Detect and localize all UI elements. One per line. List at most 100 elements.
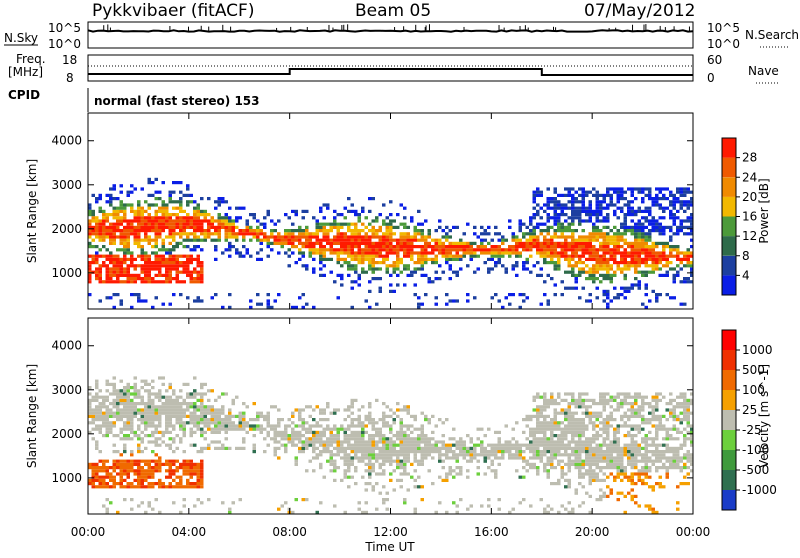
range-gate-cell	[550, 431, 554, 434]
range-gate-cell	[347, 424, 351, 427]
range-gate-cell	[99, 235, 103, 238]
range-gate-cell	[354, 418, 358, 421]
range-gate-cell	[358, 283, 362, 286]
range-gate-cell	[151, 239, 155, 242]
range-gate-cell	[526, 447, 530, 450]
range-gate-cell	[389, 453, 393, 456]
range-gate-cell	[260, 428, 264, 431]
range-gate-cell	[659, 197, 663, 200]
range-gate-cell	[519, 226, 523, 229]
range-gate-cell	[400, 242, 404, 245]
range-gate-cell	[421, 223, 425, 226]
range-gate-cell	[592, 235, 596, 238]
range-gate-cell	[158, 280, 162, 283]
range-gate-cell	[368, 456, 372, 459]
range-gate-cell	[109, 472, 113, 475]
range-gate-cell	[109, 213, 113, 216]
range-gate-cell	[389, 274, 393, 277]
range-gate-cell	[337, 226, 341, 229]
range-gate-cell	[596, 213, 600, 216]
nsky-tick-top: 10^5	[48, 21, 81, 35]
range-gate-cell	[442, 466, 446, 469]
range-gate-cell	[197, 213, 201, 216]
range-gate-cell	[648, 229, 652, 232]
range-gate-cell	[207, 421, 211, 424]
range-gate-cell	[151, 194, 155, 197]
range-gate-cell	[365, 453, 369, 456]
range-gate-cell	[449, 299, 453, 302]
range-gate-cell	[123, 245, 127, 248]
range-gate-cell	[396, 239, 400, 242]
range-gate-cell	[211, 408, 215, 411]
range-gate-cell	[274, 235, 278, 238]
range-gate-cell	[176, 447, 180, 450]
range-gate-cell	[158, 421, 162, 424]
range-gate-cell	[547, 255, 551, 258]
range-gate-cell	[627, 418, 631, 421]
range-gate-cell	[127, 194, 131, 197]
range-gate-cell	[624, 447, 628, 450]
range-gate-cell	[337, 239, 341, 242]
range-gate-cell	[417, 258, 421, 261]
range-gate-cell	[225, 415, 229, 418]
range-gate-cell	[113, 424, 117, 427]
range-gate-cell	[561, 293, 565, 296]
range-gate-cell	[564, 235, 568, 238]
range-gate-cell	[526, 258, 530, 261]
range-gate-cell	[95, 258, 99, 261]
range-gate-cell	[592, 460, 596, 463]
range-gate-cell	[351, 267, 355, 270]
range-gate-cell	[631, 242, 635, 245]
range-gate-cell	[354, 235, 358, 238]
range-gate-cell	[162, 242, 166, 245]
range-gate-cell	[673, 203, 677, 206]
range-gate-cell	[127, 399, 131, 402]
station-title: Pykkvibaer (fitACF)	[92, 1, 254, 21]
range-gate-cell	[172, 277, 176, 280]
range-gate-cell	[106, 213, 110, 216]
range-gate-cell	[627, 434, 631, 437]
range-gate-cell	[169, 466, 173, 469]
range-gate-cell	[589, 476, 593, 479]
range-gate-cell	[491, 450, 495, 453]
range-gate-cell	[568, 405, 572, 408]
range-gate-cell	[669, 191, 673, 194]
range-gate-cell	[372, 418, 376, 421]
range-gate-cell	[470, 450, 474, 453]
range-gate-cell	[225, 418, 229, 421]
range-gate-cell	[459, 239, 463, 242]
range-gate-cell	[543, 392, 547, 395]
range-gate-cell	[246, 424, 250, 427]
range-gate-cell	[92, 418, 96, 421]
range-gate-cell	[624, 392, 628, 395]
range-gate-cell	[305, 447, 309, 450]
range-gate-cell	[333, 412, 337, 415]
range-gate-cell	[113, 399, 117, 402]
range-gate-cell	[333, 424, 337, 427]
range-gate-cell	[127, 402, 131, 405]
range-gate-cell	[554, 187, 558, 190]
range-gate-cell	[298, 296, 302, 299]
range-gate-cell	[323, 428, 327, 431]
range-gate-cell	[204, 229, 208, 232]
range-gate-cell	[396, 434, 400, 437]
range-gate-cell	[400, 203, 404, 206]
range-gate-cell	[88, 277, 92, 280]
range-gate-cell	[603, 248, 607, 251]
range-gate-cell	[197, 235, 201, 238]
range-gate-cell	[270, 235, 274, 238]
range-gate-cell	[127, 421, 131, 424]
range-gate-cell	[470, 447, 474, 450]
range-gate-cell	[351, 287, 355, 290]
range-gate-cell	[151, 181, 155, 184]
range-gate-cell	[617, 232, 621, 235]
range-gate-cell	[526, 239, 530, 242]
range-gate-cell	[218, 223, 222, 226]
range-gate-cell	[197, 261, 201, 264]
range-gate-cell	[319, 444, 323, 447]
range-gate-cell	[652, 226, 656, 229]
range-gate-cell	[165, 216, 169, 219]
range-gate-cell	[158, 255, 162, 258]
range-gate-cell	[211, 405, 215, 408]
range-gate-cell	[477, 245, 481, 248]
